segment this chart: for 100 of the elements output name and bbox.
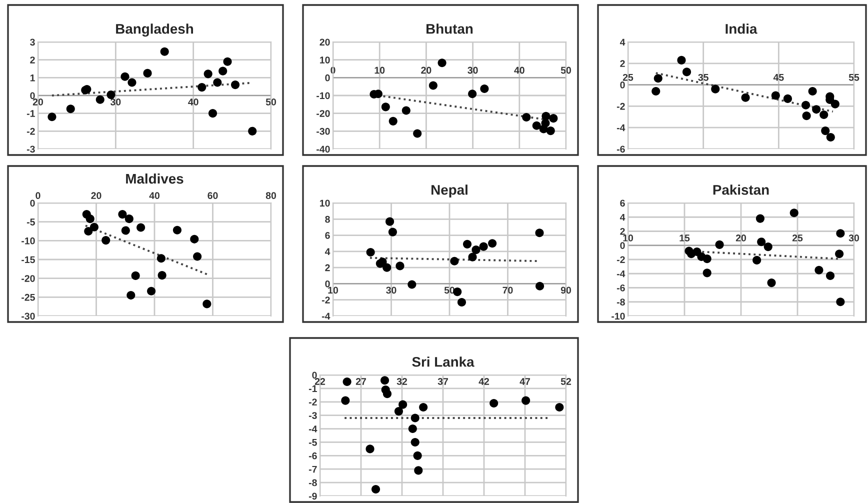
x-tick-label: 15 — [680, 234, 690, 242]
y-tick-label: 0 — [325, 280, 330, 288]
chart-title: Pakistan — [713, 184, 769, 195]
point — [190, 234, 199, 244]
x-tick-label: 0 — [36, 192, 40, 200]
y-tick-label: -1 — [26, 110, 35, 117]
y-tick-label: -40 — [316, 146, 330, 153]
y-tick-label: -8 — [616, 298, 625, 306]
point — [96, 95, 104, 104]
point — [546, 126, 555, 136]
point — [836, 229, 845, 238]
x-tick-label: 55 — [848, 74, 860, 81]
point — [752, 256, 762, 264]
point — [382, 390, 392, 398]
x-tick-label: 40 — [514, 66, 524, 74]
x-tick-label: 45 — [773, 74, 784, 81]
y-tick-label: 20 — [320, 38, 330, 46]
point — [143, 68, 152, 78]
point — [381, 102, 390, 112]
x-tick-label: 30 — [848, 234, 860, 242]
point — [156, 254, 166, 263]
x-tick-label: 25 — [622, 74, 634, 81]
point — [715, 240, 724, 249]
point — [555, 402, 564, 412]
y-tick-label: 0 — [312, 372, 317, 379]
point — [396, 262, 404, 270]
chart-title: Sri Lanka — [412, 356, 474, 367]
y-tick-label: -6 — [616, 146, 625, 153]
point — [652, 86, 660, 96]
point — [488, 239, 497, 248]
point — [711, 84, 720, 94]
point — [654, 74, 662, 83]
point — [66, 104, 75, 114]
point — [126, 291, 136, 300]
point — [380, 376, 390, 385]
point — [172, 226, 182, 234]
y-tick-label: -2 — [26, 128, 35, 135]
x-tick-label: 25 — [792, 234, 803, 242]
y-tick-label: 2 — [620, 228, 625, 235]
chart-title: India — [726, 24, 758, 34]
point — [826, 271, 835, 280]
point — [428, 81, 438, 90]
point — [522, 112, 531, 122]
point — [248, 126, 257, 136]
x-tick-label: 37 — [438, 378, 448, 385]
y-tick-label: -2 — [616, 256, 625, 264]
y-tick-label: -30 — [316, 128, 330, 135]
point — [408, 424, 417, 434]
x-tick-label: 40 — [188, 98, 198, 106]
point — [479, 242, 488, 251]
y-tick-label: -30 — [22, 312, 35, 320]
point — [756, 214, 764, 223]
y-tick-label: -4 — [308, 426, 318, 432]
point — [790, 208, 798, 218]
y-tick-label: 2 — [620, 60, 625, 67]
point — [535, 228, 544, 238]
x-tick-label: 52 — [560, 378, 572, 385]
y-tick-label: -8 — [308, 479, 317, 486]
y-tick-label: 6 — [620, 200, 625, 207]
y-tick-label: -2 — [616, 102, 625, 110]
point — [702, 268, 712, 278]
point — [208, 109, 218, 118]
point — [450, 256, 459, 266]
y-tick-label: -20 — [316, 110, 330, 117]
y-tick-label: 6 — [325, 232, 330, 239]
point — [419, 402, 428, 412]
y-tick-label: -4 — [616, 270, 626, 278]
x-tick-label: 90 — [560, 286, 572, 294]
y-tick-label: 4 — [620, 38, 626, 46]
point — [764, 242, 772, 252]
point — [213, 78, 222, 87]
point — [480, 84, 489, 94]
point — [408, 280, 416, 289]
point — [84, 226, 93, 236]
x-tick-label: 30 — [386, 286, 396, 294]
y-tick-label: -3 — [308, 412, 317, 419]
y-tick-label: -10 — [612, 312, 625, 320]
point — [398, 400, 408, 409]
point — [522, 396, 530, 405]
point — [120, 72, 130, 81]
point — [757, 238, 766, 246]
point — [382, 263, 392, 272]
y-tick-label: -6 — [308, 452, 317, 460]
point — [131, 271, 140, 280]
point — [410, 414, 420, 422]
point — [468, 90, 477, 98]
point — [413, 129, 422, 138]
point — [198, 83, 206, 92]
point — [541, 118, 550, 128]
point — [549, 114, 558, 123]
x-tick-label: 22 — [314, 378, 326, 385]
point — [118, 210, 127, 219]
point — [158, 271, 166, 280]
point — [371, 484, 380, 494]
point — [160, 47, 169, 56]
point — [802, 100, 810, 110]
y-tick-label: -4 — [616, 124, 626, 132]
point — [128, 78, 136, 87]
y-tick-label: 2 — [325, 264, 330, 272]
point — [410, 438, 420, 447]
